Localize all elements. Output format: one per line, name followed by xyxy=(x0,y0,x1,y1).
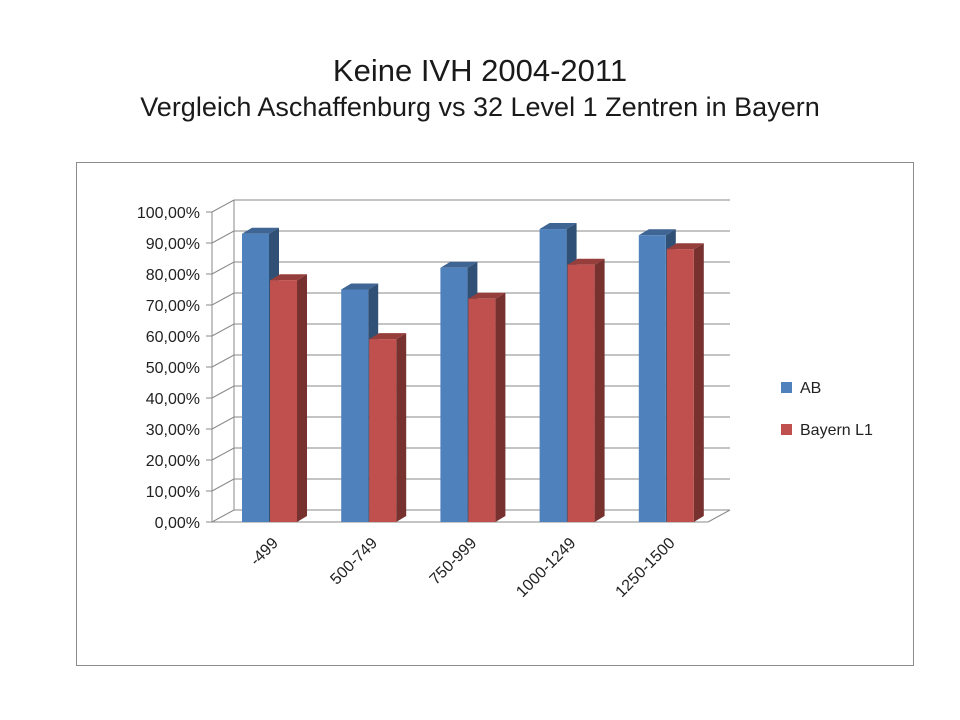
bar-front xyxy=(539,229,567,523)
bar-side xyxy=(594,258,605,522)
x-tick-label: 500-749 xyxy=(327,535,381,589)
bar-bayern-l1-750-999 xyxy=(468,292,506,522)
gridline-side xyxy=(211,230,235,244)
gridline-side xyxy=(211,199,235,213)
bar-bayern-l1-1000-1249 xyxy=(567,258,605,522)
gridline-side xyxy=(211,416,235,430)
bar-bayern-l1--499 xyxy=(270,274,307,522)
legend-label: Bayern L1 xyxy=(800,422,873,439)
bar-top xyxy=(341,283,379,290)
x-tick-label: 1000-1249 xyxy=(513,535,579,601)
bar-front xyxy=(270,280,297,522)
bar-front xyxy=(468,298,496,522)
y-tick-label: 10,00% xyxy=(146,484,200,501)
bar-front xyxy=(567,264,595,522)
bar-bayern-l1-500-749 xyxy=(369,333,407,522)
title-block: Keine IVH 2004-2011 Vergleich Aschaffenb… xyxy=(0,52,960,124)
bar-top xyxy=(638,229,676,236)
y-tick-label: 70,00% xyxy=(146,298,200,315)
gridline-side xyxy=(211,261,235,275)
gridline-side xyxy=(211,385,235,399)
floor-right-edge xyxy=(707,509,731,523)
bar-front xyxy=(638,235,666,522)
gridline-side xyxy=(211,478,235,492)
bar-front xyxy=(341,289,369,522)
y-tick-label: 50,00% xyxy=(146,360,200,377)
bar-front xyxy=(242,233,269,522)
legend: AB Bayern L1 xyxy=(781,380,873,439)
y-tick-label: 20,00% xyxy=(146,453,200,470)
legend-label: AB xyxy=(800,380,821,397)
y-tick-label: 0,00% xyxy=(155,515,200,532)
bar-top xyxy=(242,227,279,234)
bar-top xyxy=(567,258,605,265)
legend-swatch xyxy=(781,382,792,393)
bar-top xyxy=(539,223,577,230)
bar-front xyxy=(369,339,397,522)
chart-subtitle: Vergleich Aschaffenburg vs 32 Level 1 Ze… xyxy=(140,92,820,122)
bar-top xyxy=(369,333,407,340)
bar-side xyxy=(396,333,407,522)
y-tick-label: 30,00% xyxy=(146,422,200,439)
gridline-side xyxy=(211,509,235,523)
y-tick-label: 100,00% xyxy=(137,205,200,222)
y-tick-label: 90,00% xyxy=(146,236,200,253)
legend-swatch xyxy=(781,424,792,435)
chart-title: Keine IVH 2004-2011 xyxy=(332,53,628,88)
x-tick-label: 1250-1500 xyxy=(613,535,679,601)
gridline-side xyxy=(211,447,235,461)
bar-top xyxy=(666,243,704,250)
bar-bayern-l1-1250-1500 xyxy=(666,243,704,522)
bar-side xyxy=(297,274,307,522)
y-tick-label: 80,00% xyxy=(146,267,200,284)
bar-front xyxy=(440,267,468,522)
bar-side xyxy=(495,292,506,522)
bar-top xyxy=(270,274,307,281)
x-tick-label: 750-999 xyxy=(427,535,481,589)
bars-layer xyxy=(242,223,704,523)
x-tick-label: -499 xyxy=(247,535,282,570)
gridline-side xyxy=(211,323,235,337)
bar-side xyxy=(693,243,704,522)
bar-top xyxy=(440,261,478,268)
bar-front xyxy=(666,249,694,522)
gridline-side xyxy=(211,354,235,368)
y-tick-label: 40,00% xyxy=(146,391,200,408)
y-tick-label: 60,00% xyxy=(146,329,200,346)
gridline-side xyxy=(211,292,235,306)
bar-top xyxy=(468,292,506,299)
